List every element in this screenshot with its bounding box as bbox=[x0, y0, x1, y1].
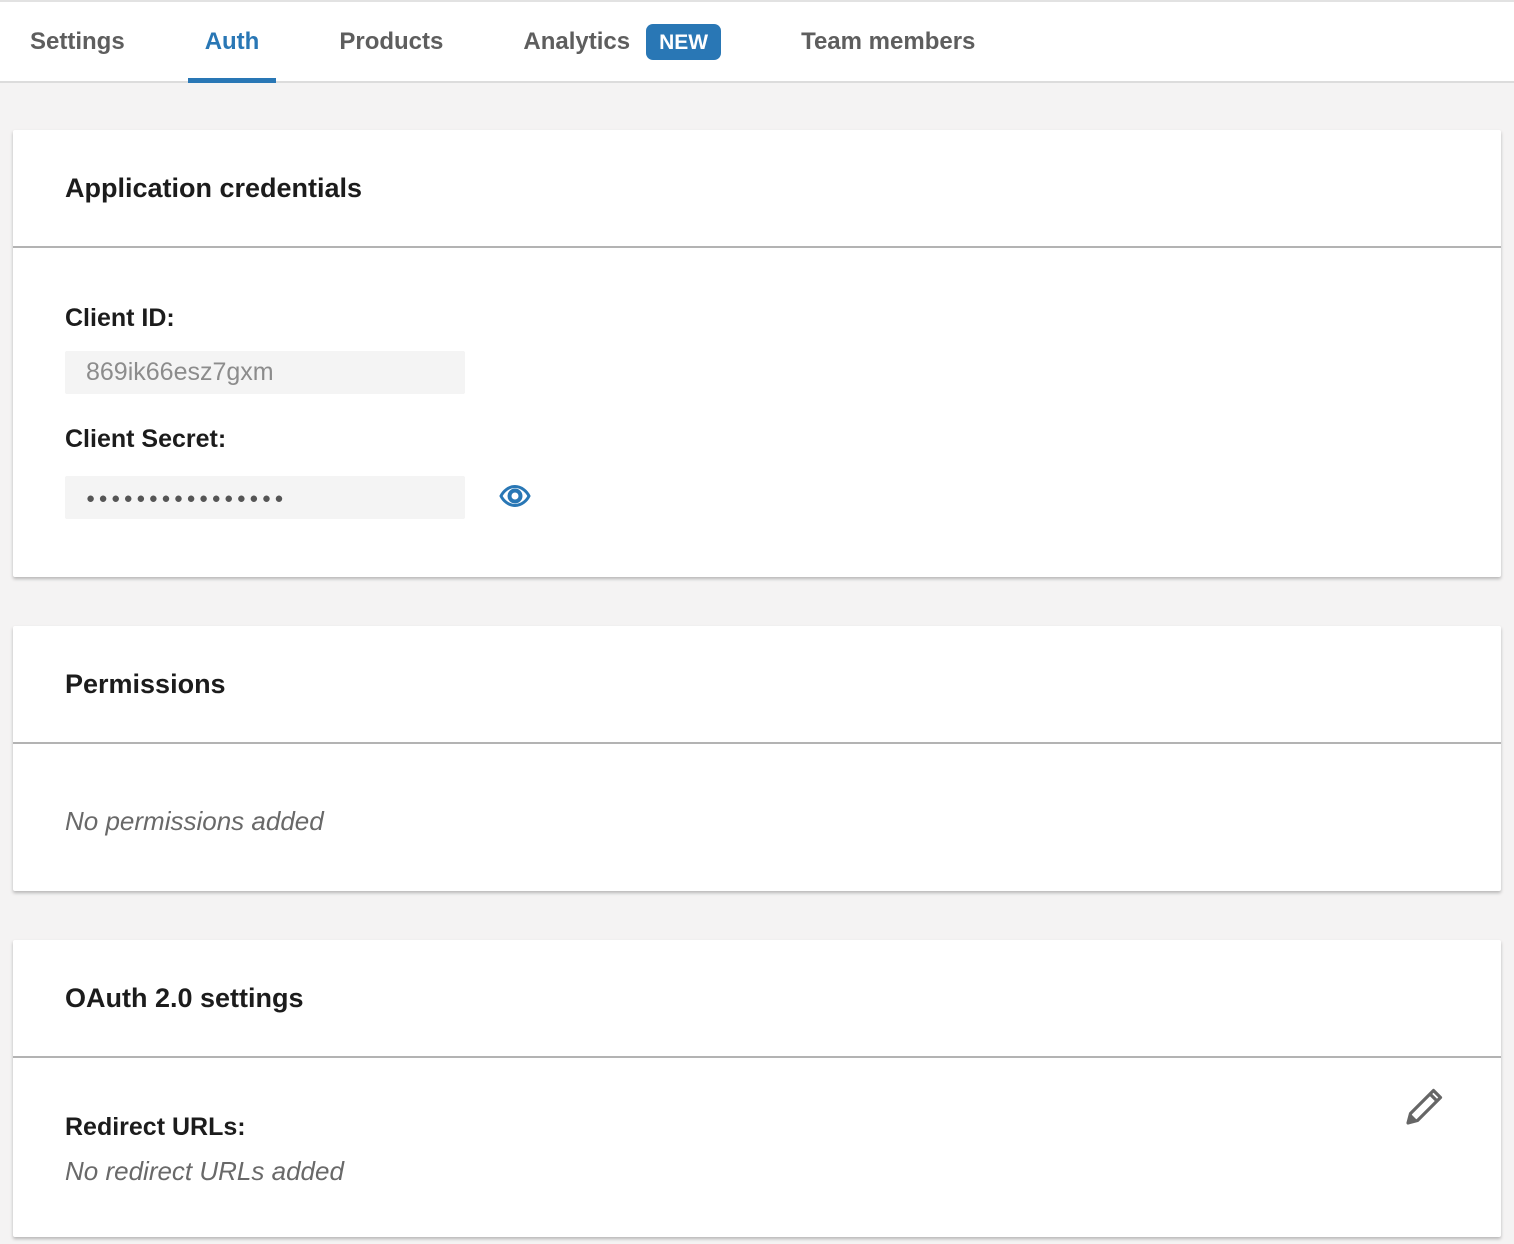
oauth-settings-card: OAuth 2.0 settings Redirect URLs: No red… bbox=[13, 940, 1501, 1237]
application-credentials-header: Application credentials bbox=[13, 130, 1501, 248]
application-credentials-card: Application credentials Client ID: 869ik… bbox=[13, 130, 1501, 577]
application-credentials-title: Application credentials bbox=[65, 173, 363, 203]
client-id-value: 869ik66esz7gxm bbox=[86, 358, 274, 386]
tab-analytics[interactable]: Analytics NEW bbox=[523, 2, 722, 81]
new-badge: NEW bbox=[646, 23, 722, 60]
tab-auth[interactable]: Auth bbox=[187, 2, 276, 83]
tab-settings-label: Settings bbox=[30, 27, 125, 55]
oauth-settings-header: OAuth 2.0 settings bbox=[13, 940, 1501, 1058]
tab-analytics-label: Analytics bbox=[523, 27, 631, 55]
client-id-label: Client ID: bbox=[65, 304, 175, 332]
tab-auth-label: Auth bbox=[204, 27, 260, 55]
client-secret-masked-value: ●●●●●●●●●●●●●●●● bbox=[86, 490, 287, 507]
redirect-urls-label: Redirect URLs: bbox=[65, 1113, 246, 1141]
edit-redirect-urls-button[interactable] bbox=[1402, 1086, 1446, 1130]
permissions-header: Permissions bbox=[13, 626, 1501, 744]
tab-team-members[interactable]: Team members bbox=[801, 2, 975, 81]
permissions-empty-text: No permissions added bbox=[65, 806, 324, 836]
permissions-body: No permissions added bbox=[13, 744, 1501, 891]
tab-products[interactable]: Products bbox=[339, 2, 443, 81]
client-secret-label: Client Secret: bbox=[65, 425, 227, 453]
permissions-title: Permissions bbox=[65, 669, 226, 699]
oauth-settings-title: OAuth 2.0 settings bbox=[65, 983, 304, 1013]
client-secret-row: ●●●●●●●●●●●●●●●● bbox=[65, 476, 1449, 519]
tab-products-label: Products bbox=[339, 27, 444, 55]
tab-team-members-label: Team members bbox=[801, 27, 976, 55]
page-content: Application credentials Client ID: 869ik… bbox=[0, 83, 1514, 1237]
eye-icon bbox=[498, 479, 532, 516]
tab-bar: Settings Auth Products Analytics NEW Tea… bbox=[0, 0, 1514, 83]
oauth-settings-body: Redirect URLs: No redirect URLs added bbox=[13, 1058, 1501, 1237]
reveal-secret-button[interactable] bbox=[498, 481, 532, 515]
application-credentials-body: Client ID: 869ik66esz7gxm Client Secret:… bbox=[13, 248, 1501, 577]
client-secret-field[interactable]: ●●●●●●●●●●●●●●●● bbox=[65, 476, 465, 519]
pencil-icon bbox=[1402, 1085, 1446, 1132]
redirect-urls-empty-text: No redirect URLs added bbox=[65, 1156, 344, 1186]
tab-settings[interactable]: Settings bbox=[30, 2, 125, 81]
permissions-card: Permissions No permissions added bbox=[13, 626, 1501, 891]
client-id-field[interactable]: 869ik66esz7gxm bbox=[65, 351, 465, 394]
